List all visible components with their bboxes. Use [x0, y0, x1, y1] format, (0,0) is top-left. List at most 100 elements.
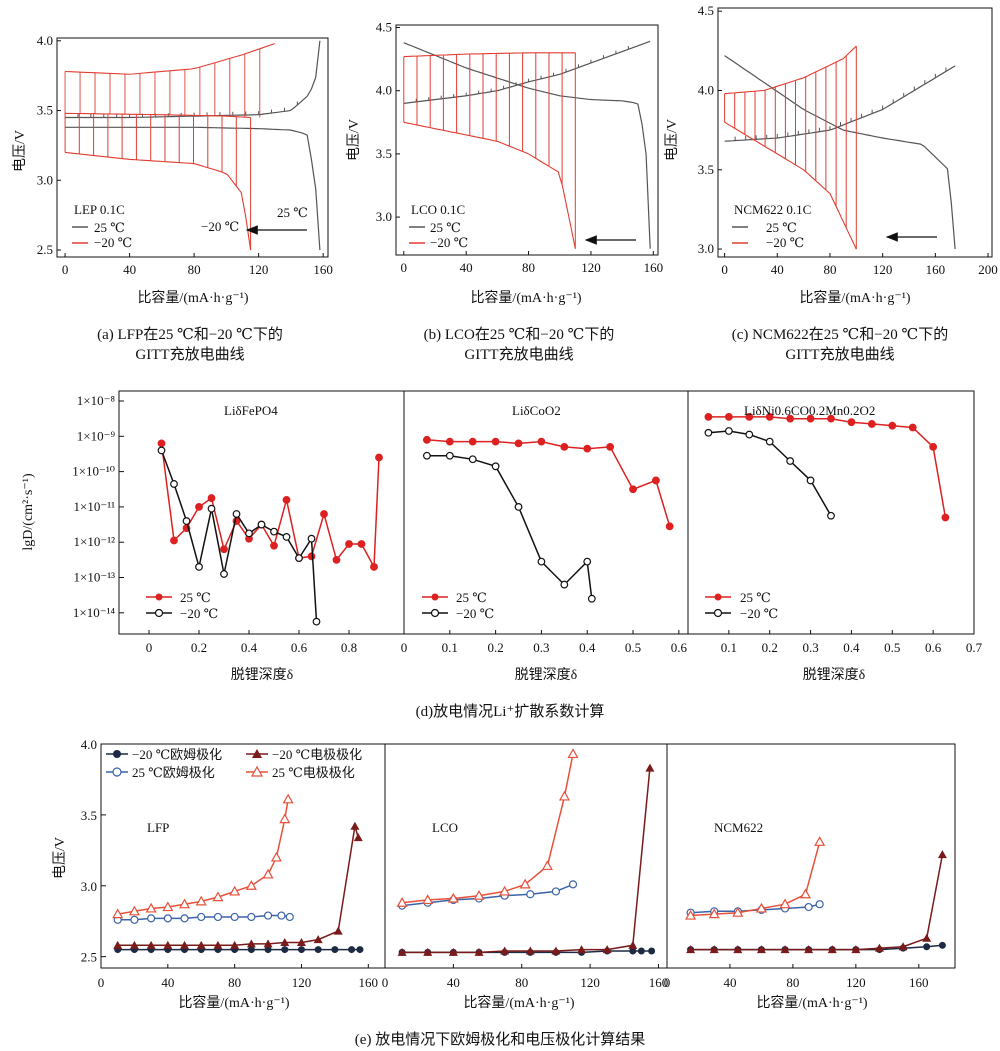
data-point-e2-1-1 [423, 947, 433, 956]
data-point-d1-1-12 [307, 534, 316, 543]
data-point-e3-2-5 [804, 902, 813, 912]
title-e2: LCO [432, 820, 458, 835]
data-point-e2-3-4 [499, 885, 511, 896]
data-point-e2-3-6 [541, 860, 553, 871]
x-tick-label-e3-3: 120 [846, 975, 866, 990]
data-point-d1-0-0 [157, 439, 166, 448]
y-tick-label-c-3: 4.5 [698, 3, 714, 18]
legend-d2: 25 ℃ −20 ℃ [422, 590, 494, 621]
data-point-e3-1-10 [922, 933, 932, 942]
data-point-e1-1-13 [333, 926, 343, 935]
data-point-d2-0-1 [445, 437, 454, 446]
data-point-e2-2-5 [526, 890, 535, 899]
x-tick-label-a-3: 120 [249, 262, 269, 277]
data-point-d1-0-3 [195, 503, 203, 511]
xlabel-d3: 脱锂深度δ [803, 667, 866, 683]
legend-e: −20 ℃欧姆极化 −20 ℃电极极化 25 ℃欧姆极化 25 ℃电极极化 [106, 747, 362, 780]
title-d2: LiδCoO2 [512, 403, 561, 418]
plot-area-d2: 0 0.1 0.2 0.3 0.4 0.5 0.6 [401, 435, 687, 655]
x-tick-label-d3-2: 0.3 [802, 640, 818, 655]
data-point-e1-2-5 [197, 912, 206, 922]
y-tick-label-d-0: 1×10⁻¹⁴ [73, 605, 116, 620]
data-point-d1-0-12 [307, 552, 316, 561]
y-tick-label-c-0: 3.0 [698, 241, 714, 256]
y-tick-label-e-2: 3.5 [81, 808, 97, 823]
data-point-d3-0-0 [704, 412, 713, 421]
y-tick-label-e-0: 2.5 [81, 950, 97, 965]
data-point-e1-2-8 [247, 912, 256, 922]
y-tick-label-a-2: 3.5 [37, 103, 53, 118]
data-point-d1-1-11 [295, 554, 303, 562]
data-point-e3-1-8 [874, 943, 884, 952]
data-point-e2-1-5 [525, 946, 535, 955]
x-tick-label-e1-3: 120 [292, 975, 312, 990]
caption-a-line1: (a) LFP在25 ℃和−20 ℃下的 [97, 326, 283, 343]
xlabel-d1: 脱锂深度δ [231, 667, 294, 683]
data-point-d3-0-8 [867, 420, 876, 428]
x-tick-label-d3-5: 0.6 [925, 640, 942, 655]
legend-label-25-d3: 25 ℃ [740, 590, 771, 605]
x-tick-label-d1-2: 0.4 [241, 640, 258, 655]
data-point-d2-1-8 [587, 594, 596, 603]
data-point-e1-1-15 [353, 833, 363, 842]
plot-area-c: 0 40 80 120 160 200 3.0 3.5 4.0 4.5 [698, 3, 998, 277]
legend-marker-ele25 [250, 765, 264, 777]
data-point-e1-3-4 [179, 898, 191, 909]
xlabel-c: 比容量/(mA·h·g⁻¹) [799, 289, 910, 306]
data-point-e1-0-13 [331, 946, 339, 954]
y-tick-label-a-3: 4.0 [37, 33, 53, 48]
data-point-e3-1-1 [709, 945, 719, 954]
data-point-e1-1-0 [113, 940, 123, 949]
data-point-e2-1-4 [500, 946, 510, 955]
xlabel-e2: 比容量/(mA·h·g⁻¹) [463, 994, 574, 1011]
data-point-d1-1-7 [245, 529, 253, 538]
data-point-e2-1-2 [448, 947, 458, 956]
data-point-d3-1-5 [806, 476, 815, 485]
y-tick-label-d-6: 1×10⁻⁸ [77, 393, 116, 408]
panel-e: 2.5 3.0 3.5 4.0 0 40 80 120 160 0 40 80 120 160 0 40 8… [52, 737, 956, 1048]
data-point-d3-0-11 [929, 442, 938, 451]
data-point-d1-1-1 [170, 480, 178, 488]
xlabel-d2: 脱锂深度δ [515, 667, 578, 683]
legend-label-ele20: −20 ℃电极极化 [272, 747, 362, 762]
data-point-e1-3-0 [112, 908, 124, 919]
series-25-discharge-c [724, 55, 956, 250]
legend-marker-25-d2 [431, 593, 439, 601]
y-tick-label-e-1: 3.0 [81, 879, 97, 894]
data-point-e2-0-11 [648, 947, 656, 955]
series-line-e3-1 [690, 854, 944, 951]
x-tick-label-e1-0: 0 [98, 975, 105, 990]
x-tick-label-d3-3: 0.4 [843, 640, 860, 655]
y-tick-label-e-3: 4.0 [81, 737, 97, 752]
legend-label-20-a: −20 ℃ [94, 235, 132, 250]
data-point-d1-1-4 [207, 504, 216, 513]
data-point-d1-1-8 [257, 520, 266, 529]
data-point-e3-3-1 [708, 908, 720, 919]
data-point-e2-2-7 [568, 880, 578, 889]
x-tick-label-c-2: 80 [823, 262, 836, 277]
caption-b-line2: GITT充放电曲线 [464, 346, 573, 363]
data-point-d3-0-12 [941, 513, 950, 522]
data-point-e1-1-3 [163, 940, 173, 949]
data-point-e1-3-3 [162, 901, 174, 912]
data-point-e2-3-5 [519, 878, 531, 889]
plot-area-e2: 0 40 80 120 160 [382, 748, 668, 990]
plot-area-e3: 0 40 80 120 160 [664, 836, 947, 990]
data-point-d2-1-5 [537, 557, 546, 566]
x-tick-label-e2-2: 80 [515, 975, 528, 990]
series-25-charge-b [403, 40, 651, 104]
data-point-e2-1-6 [551, 946, 561, 955]
legend-marker-25-d3 [714, 593, 722, 601]
data-point-e3-1-6 [827, 945, 837, 954]
x-tick-label-b-0: 0 [401, 260, 408, 275]
data-point-d2-1-0 [423, 451, 431, 460]
data-point-d1-0-5 [220, 545, 228, 554]
ylabel-e: 电压/V [52, 837, 68, 879]
data-point-e1-0-11 [297, 946, 305, 954]
data-point-d3-1-1 [724, 427, 733, 435]
data-point-d2-1-3 [491, 462, 500, 471]
x-tick-label-c-4: 160 [926, 262, 946, 277]
series-line-d2-1 [426, 454, 593, 599]
annotation-title-c: NCM622 0.1C [734, 202, 811, 217]
y-tick-label-b-2: 4.0 [376, 83, 392, 98]
